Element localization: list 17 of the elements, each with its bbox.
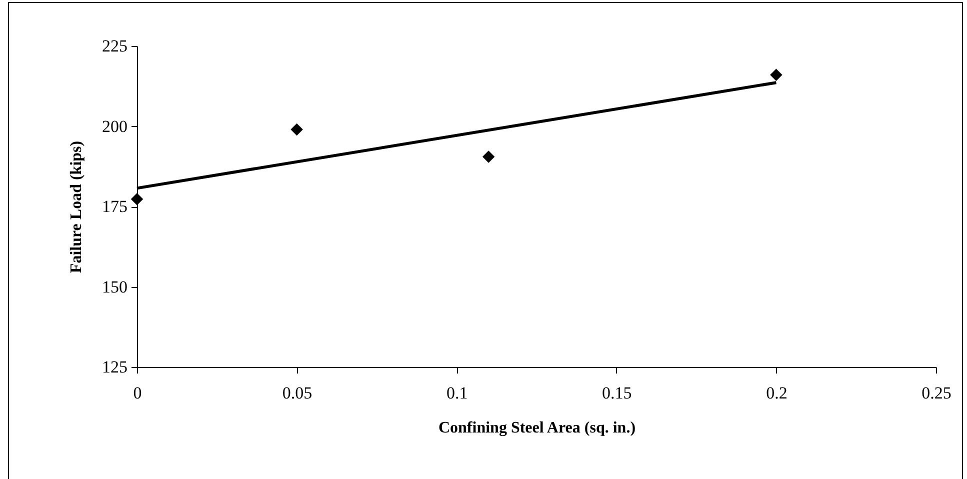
y-tick-label: 175 <box>102 197 128 216</box>
x-tick-label: 0.2 <box>766 384 788 402</box>
y-tick-label: 150 <box>102 277 128 296</box>
point <box>770 68 782 82</box>
point <box>130 192 144 206</box>
x-tick-label: 0 <box>133 384 142 402</box>
x-axis-title: Confining Steel Area (sq. in.) <box>438 420 636 436</box>
y-tick-label: 225 <box>102 36 128 56</box>
point <box>290 123 303 136</box>
x-tick-label: 0.05 <box>282 384 312 402</box>
y-axis-title: Failure Load (kips) <box>68 140 85 274</box>
y-tick-label: 125 <box>102 358 128 376</box>
x-tick-label: 0.1 <box>446 384 468 402</box>
x-tick-label: 0.15 <box>602 384 632 402</box>
x-tick-label: 0.25 <box>922 384 952 402</box>
y-tick-label: 200 <box>102 116 128 136</box>
point <box>482 150 495 163</box>
